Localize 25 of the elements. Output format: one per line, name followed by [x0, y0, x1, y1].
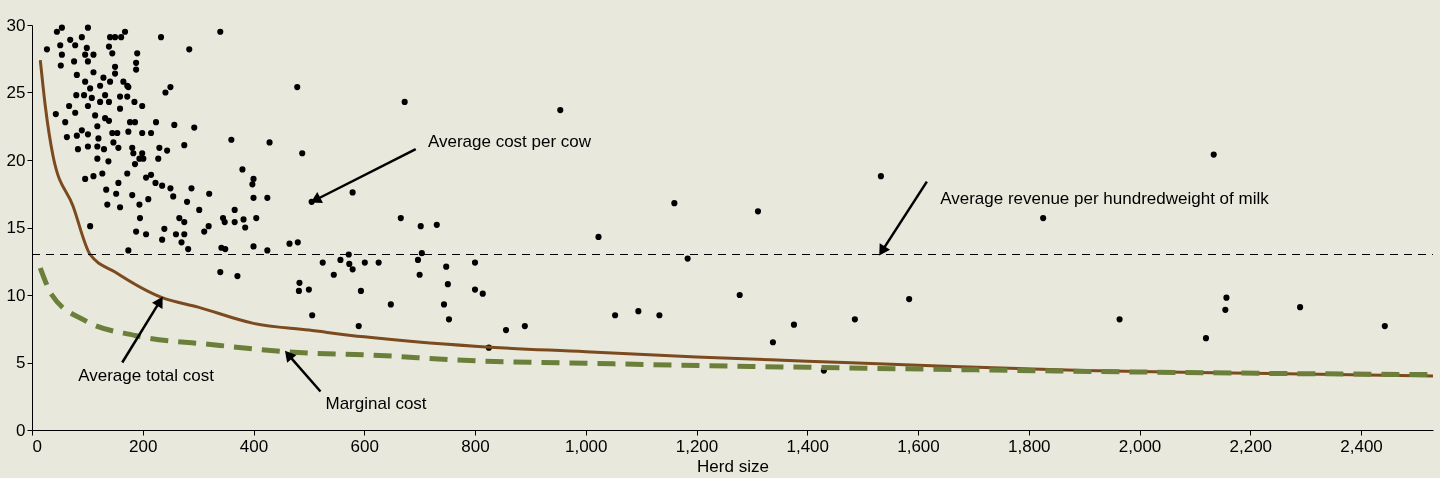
x-tick-label: 2,400 [1340, 436, 1383, 456]
annotation: Average revenue per hundredweight of milk [940, 189, 1270, 209]
annotation: Average total cost [78, 366, 215, 385]
x-tick-label: 1,400 [786, 436, 830, 456]
x-tick-label: 200 [129, 436, 158, 456]
y-tick-label: 5 [16, 353, 26, 372]
y-tick-label: 30 [6, 15, 26, 35]
annotation: Average cost per cow [427, 132, 592, 152]
x-tick-label: 400 [239, 436, 269, 456]
x-tick-label: 2,000 [1118, 436, 1162, 456]
y-tick-label: 25 [6, 83, 26, 102]
x-tick-label: 1,800 [1007, 436, 1051, 456]
y-tick-label: 20 [6, 150, 26, 170]
x-tick-label: 1,200 [675, 436, 719, 456]
y-tick-label: 0 [16, 420, 26, 440]
x-tick-label: 0 [32, 436, 42, 456]
x-tick-label: 600 [350, 436, 379, 456]
x-tick-label: 1,600 [897, 436, 940, 456]
annotation: Marginal cost [325, 394, 427, 414]
x-axis-title: Herd size [697, 456, 769, 476]
x-tick-label: 800 [461, 436, 490, 456]
y-tick-label: 15 [6, 218, 26, 237]
x-tick-label: 2,200 [1229, 436, 1273, 456]
x-tick-label: 1,000 [564, 436, 608, 456]
y-tick-label: 10 [6, 285, 26, 305]
